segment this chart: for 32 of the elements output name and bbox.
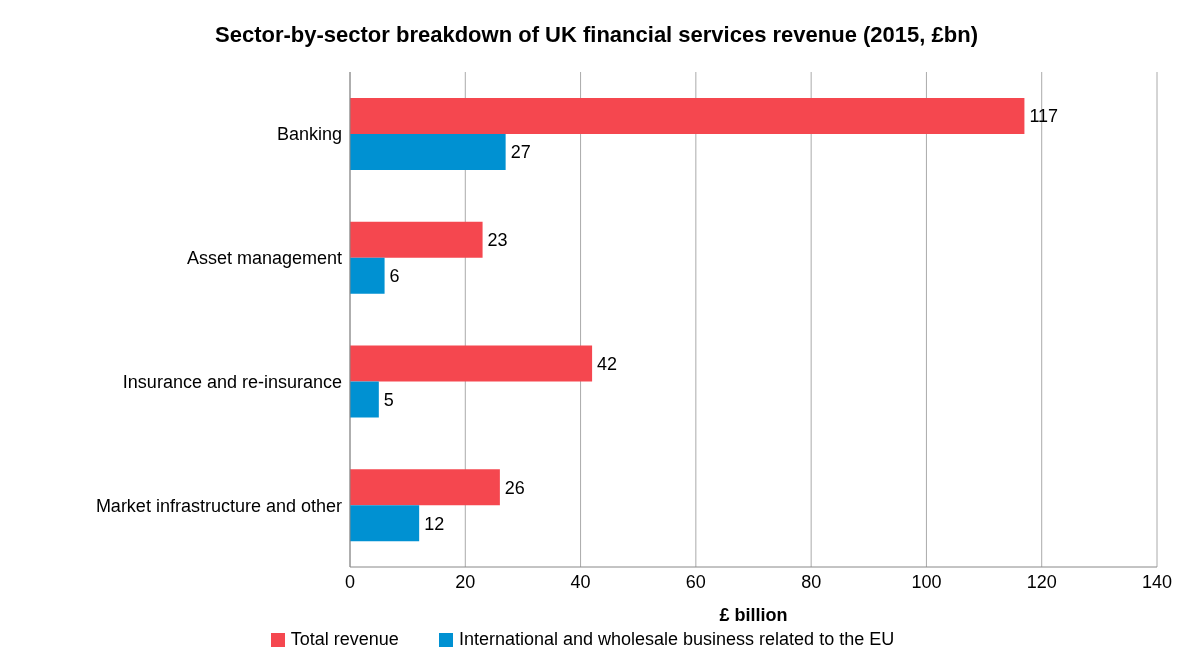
x-tick-label: 100 — [911, 571, 942, 592]
bar — [350, 134, 506, 170]
bar — [350, 221, 483, 258]
x-tick-label: 80 — [801, 571, 822, 592]
x-axis-title: £ billion — [719, 605, 788, 625]
data-label: 26 — [504, 477, 525, 498]
x-tick-label: 60 — [685, 571, 706, 592]
data-label: 5 — [383, 389, 394, 410]
data-label: 27 — [510, 142, 531, 163]
x-tick-label: 20 — [455, 571, 476, 592]
bar — [350, 381, 379, 418]
bar — [350, 505, 420, 542]
bar — [350, 345, 593, 382]
x-tick-label: 120 — [1026, 571, 1057, 592]
y-tick-label: Asset management — [186, 248, 342, 269]
bar — [350, 257, 385, 294]
y-tick-label: Banking — [276, 124, 342, 145]
y-tick-label: Insurance and re-insurance — [122, 371, 342, 392]
legend-label: International and wholesale business related to the EU — [458, 629, 895, 650]
bar — [350, 469, 500, 506]
y-tick-label: Market infrastructure and other — [95, 495, 342, 516]
data-label: 117 — [1029, 106, 1059, 127]
bar — [350, 98, 1025, 134]
x-tick-label: 40 — [570, 571, 591, 592]
x-tick-label: 0 — [344, 571, 356, 592]
legend-label: Total revenue — [290, 629, 399, 650]
data-label: 42 — [597, 353, 618, 374]
x-tick-label: 140 — [1141, 571, 1173, 592]
chart-title: Sector-by-sector breakdown of UK financial services revenue (2015, £bn) — [214, 21, 979, 49]
data-label: 23 — [487, 230, 508, 251]
data-label: 6 — [389, 266, 400, 287]
data-label: 12 — [424, 513, 445, 534]
